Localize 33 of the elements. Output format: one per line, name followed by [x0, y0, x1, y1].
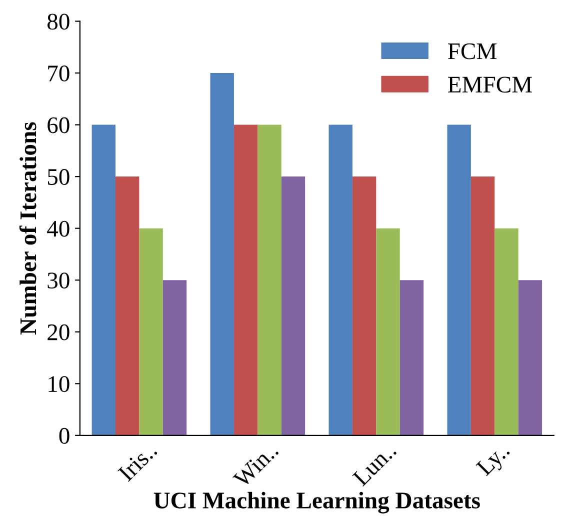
bar: [234, 124, 258, 436]
legend-label: FCM: [448, 43, 497, 60]
bar: [376, 228, 400, 436]
x-axis-title: UCI Machine Learning Datasets: [154, 492, 480, 514]
bar: [352, 176, 376, 436]
legend-label: EMFCM: [448, 76, 532, 93]
x-tick-label: Win..: [232, 442, 280, 489]
y-tick-label: 80: [48, 14, 70, 30]
bar: [162, 280, 187, 436]
bar: [518, 280, 542, 436]
bar: [400, 280, 424, 436]
y-tick-label: 50: [48, 169, 70, 185]
y-tick-label: 60: [48, 117, 70, 134]
bar: [258, 124, 282, 436]
bar: [139, 228, 163, 436]
bar: [447, 124, 471, 436]
bar: [470, 176, 495, 436]
y-tick-label: 30: [48, 272, 70, 289]
bar: [92, 124, 116, 436]
y-axis-title: Number of Iterations: [19, 122, 36, 335]
y-tick-label: 10: [48, 376, 70, 392]
bar: [281, 176, 306, 436]
bar: [210, 73, 234, 436]
x-tick-label: Iris..: [117, 442, 158, 482]
y-tick-label: 20: [48, 324, 70, 340]
bar: [328, 124, 352, 436]
bar: [494, 228, 518, 436]
bar: [115, 176, 140, 436]
y-tick-label: 0: [59, 428, 70, 444]
x-tick-label: Ly..: [476, 442, 514, 480]
x-tick-label: Lun..: [352, 442, 397, 487]
y-tick-label: 40: [47, 220, 70, 237]
y-tick-label: 70: [48, 66, 70, 82]
